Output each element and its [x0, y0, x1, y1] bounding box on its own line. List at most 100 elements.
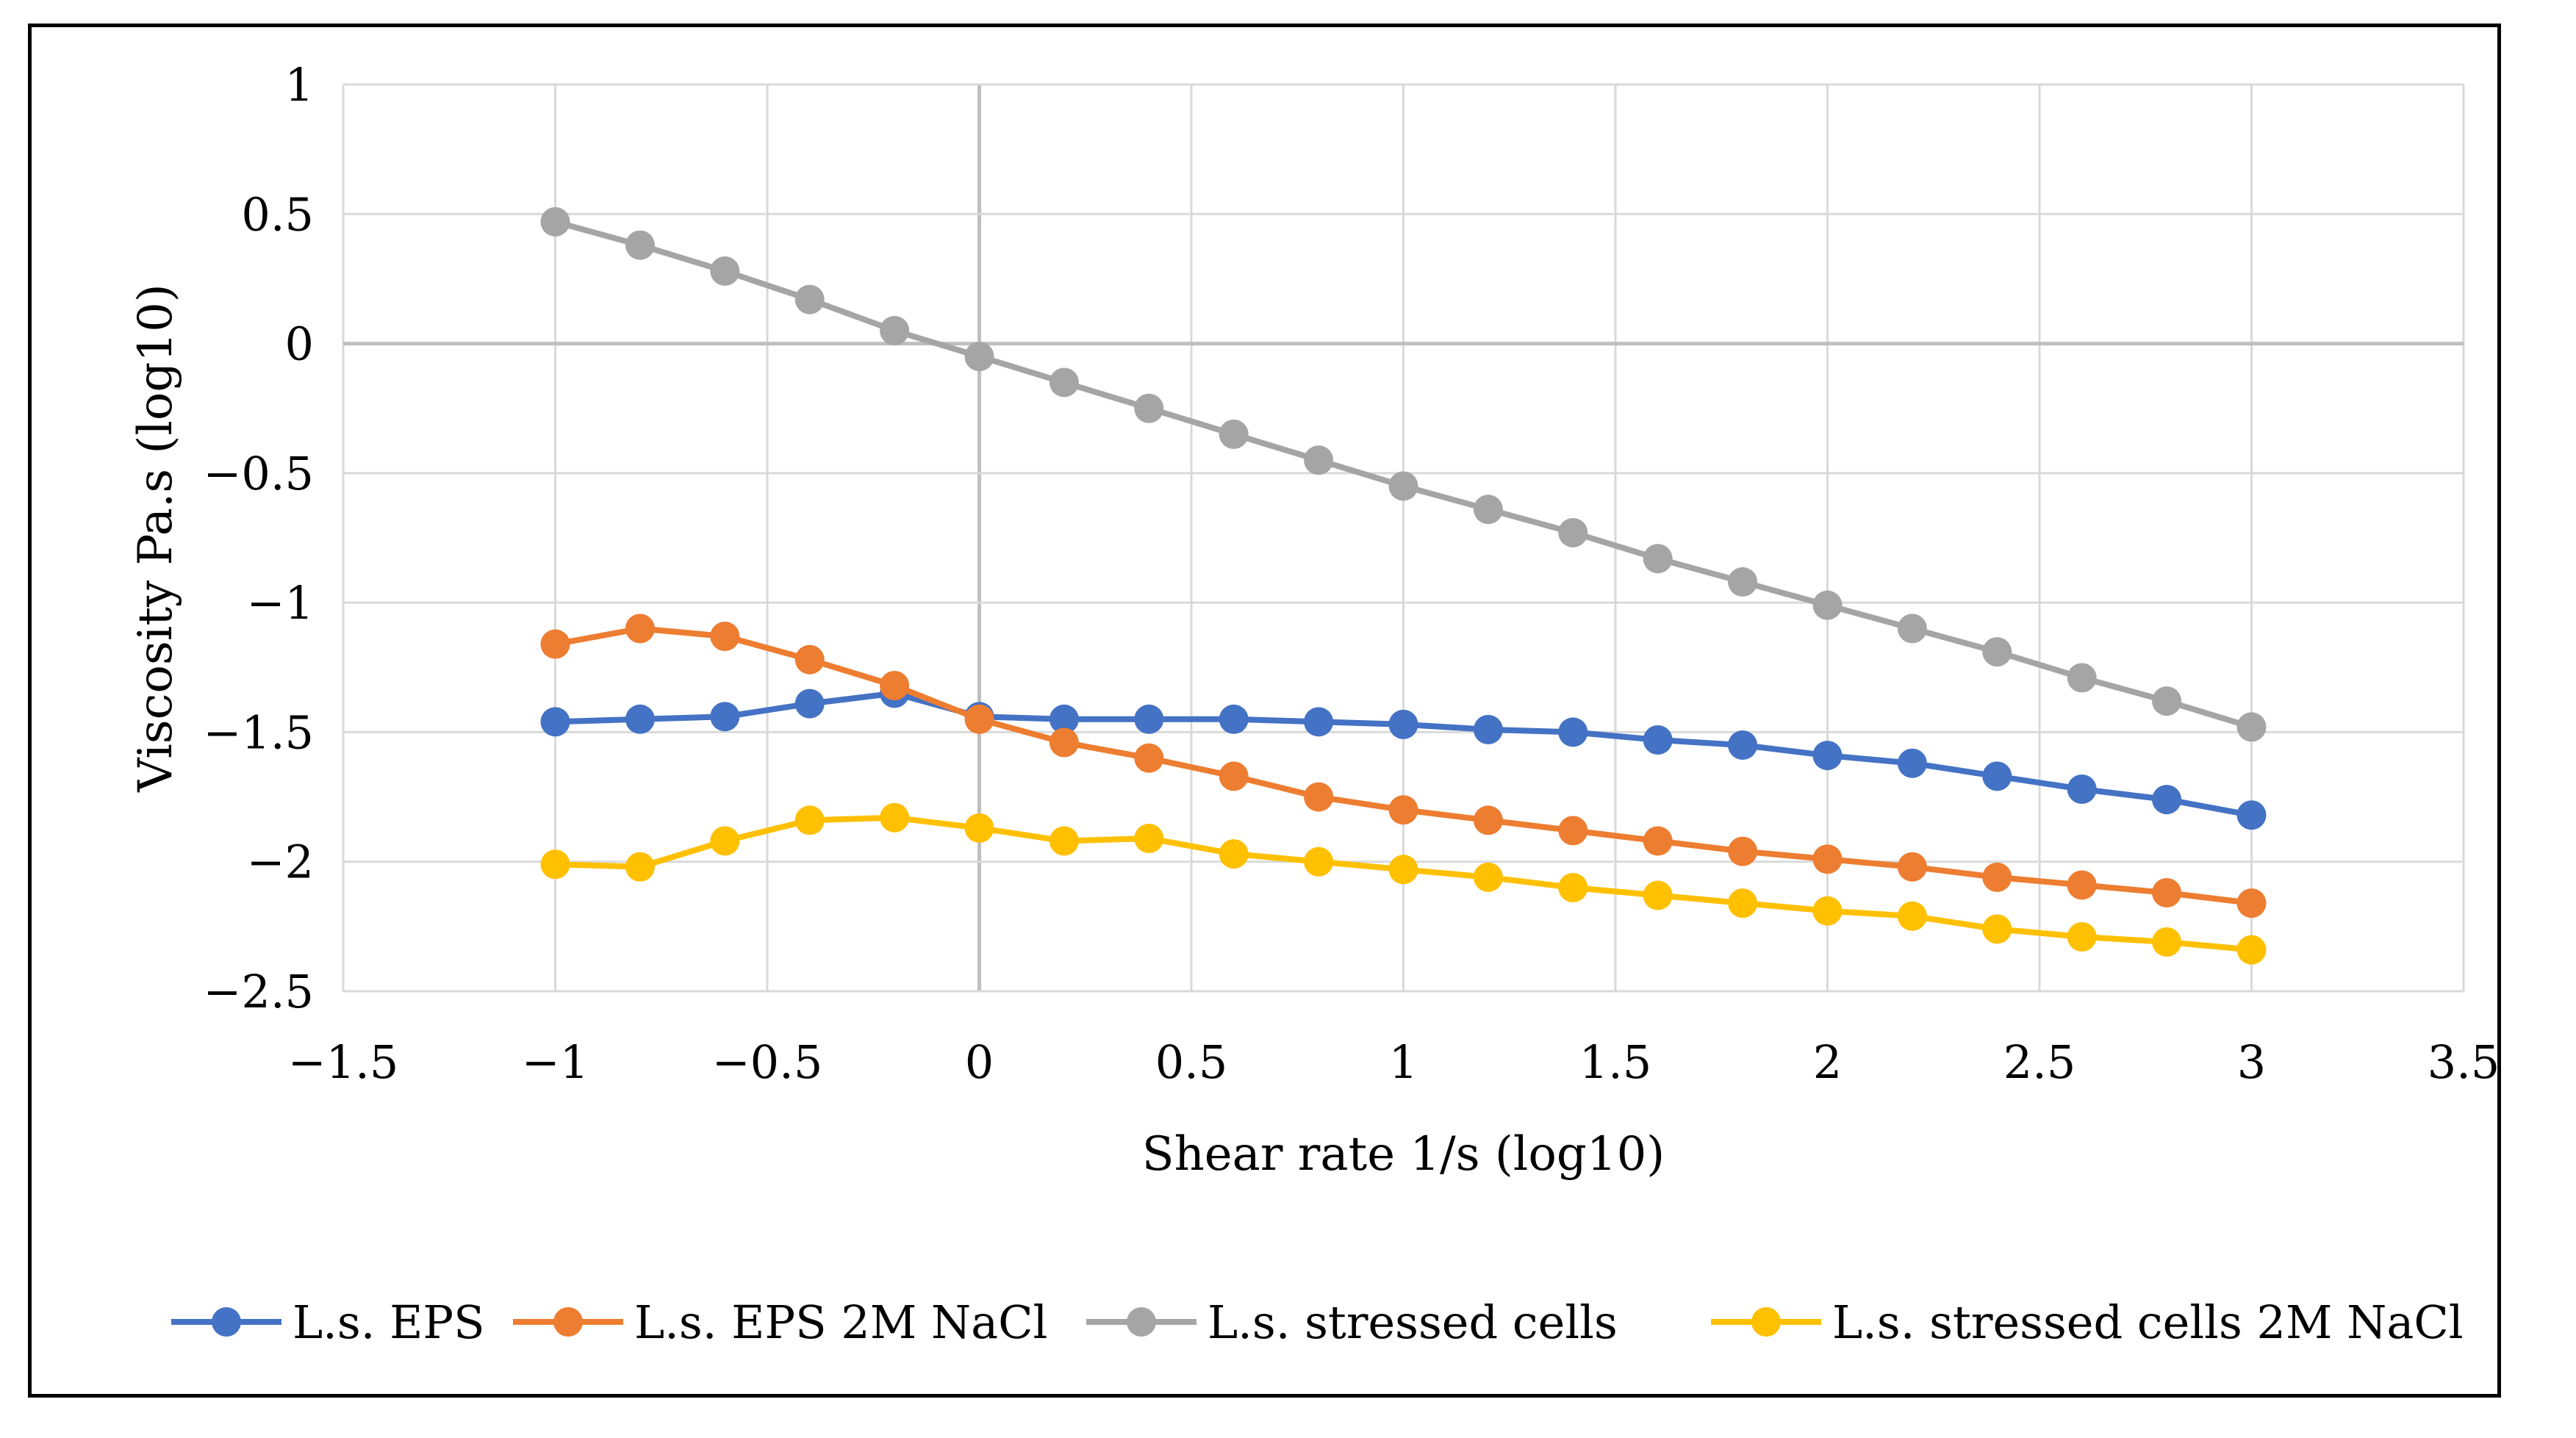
chart-frame: −1.5 −1 −0.5 0 0.5 1 1.5 2 2.5 3 3.5 1 0.5 0 −0.5 −1 −1.…	[28, 24, 2501, 1398]
data-point	[540, 629, 570, 659]
x-tick-label: 1	[1389, 1035, 1418, 1089]
data-point	[1134, 704, 1164, 734]
data-point	[2236, 935, 2267, 965]
data-point	[1728, 567, 1758, 597]
chart-svg: −1.5 −1 −0.5 0 0.5 1 1.5 2 2.5 3 3.5 1 0.5 0 −0.5 −1 −1.…	[129, 58, 2497, 1349]
data-point	[1049, 704, 1079, 734]
data-point	[1219, 761, 1249, 791]
legend-item: L.s. stressed cells	[1086, 1295, 1618, 1349]
y-tick-label: 1	[285, 58, 314, 112]
legend-marker-swatch	[553, 1307, 583, 1337]
series-layer	[540, 206, 2267, 965]
data-point	[540, 849, 570, 880]
data-point	[964, 813, 994, 843]
y-tick-label: −1	[247, 576, 314, 630]
data-point	[1388, 471, 1418, 501]
data-point	[1982, 914, 2012, 944]
x-tick-label: −0.5	[712, 1035, 823, 1089]
data-point	[710, 621, 740, 651]
x-tick-label: 0.5	[1155, 1035, 1228, 1089]
data-point	[1897, 748, 1927, 778]
y-tick-label: −2	[247, 835, 314, 889]
data-point	[1643, 725, 1673, 755]
data-point	[964, 704, 994, 734]
y-axis-title: Viscosity Pa.s (log10)	[129, 284, 183, 793]
data-point	[1812, 590, 1843, 620]
data-point	[794, 644, 825, 675]
data-point	[2067, 921, 2097, 952]
legend-item: L.s. EPS 2M NaCl	[513, 1295, 1047, 1349]
data-point	[2152, 686, 2182, 716]
data-point	[1304, 846, 1334, 877]
data-point	[1728, 730, 1758, 761]
data-point	[1473, 714, 1503, 744]
data-point	[1643, 826, 1673, 856]
data-point	[2067, 663, 2097, 693]
data-point	[2067, 870, 2097, 900]
data-point	[1388, 855, 1418, 885]
data-point	[1049, 826, 1079, 856]
x-tick-label: −1.5	[288, 1035, 399, 1089]
data-point	[1304, 782, 1334, 812]
data-point	[1558, 872, 1588, 902]
legend-label: L.s. stressed cells 2M NaCl	[1832, 1295, 2464, 1349]
data-point	[1897, 901, 1927, 931]
data-point	[1982, 862, 2012, 892]
data-point	[625, 852, 655, 882]
legend-item: L.s. EPS	[171, 1295, 485, 1349]
data-point	[1473, 805, 1503, 835]
data-point	[1219, 704, 1249, 734]
legend-marker-swatch	[212, 1307, 241, 1337]
data-point	[2152, 878, 2182, 908]
series-4	[540, 802, 2267, 965]
data-point	[625, 704, 655, 734]
x-tick-label: 0	[965, 1035, 994, 1089]
legend: L.s. EPS L.s. EPS 2M NaCl L.s. stressed ce…	[171, 1295, 2464, 1349]
x-tick-label: 1.5	[1579, 1035, 1652, 1089]
x-tick-label: 2	[1813, 1035, 1842, 1089]
legend-label: L.s. EPS	[293, 1295, 485, 1349]
data-point	[1134, 393, 1164, 423]
tick-layer: −1.5 −1 −0.5 0 0.5 1 1.5 2 2.5 3 3.5 1 0.5 0 −0.5 −1 −1.…	[203, 58, 2497, 1089]
data-point	[964, 342, 994, 372]
data-point	[625, 230, 655, 260]
data-point	[1134, 823, 1164, 853]
y-tick-label: −1.5	[203, 705, 314, 759]
data-point	[2152, 927, 2182, 957]
data-point	[1558, 517, 1588, 547]
data-point	[1473, 495, 1503, 525]
data-point	[794, 805, 825, 835]
legend-label: L.s. stressed cells	[1208, 1295, 1618, 1349]
data-point	[625, 614, 655, 644]
legend-marker-swatch	[1751, 1307, 1781, 1337]
data-point	[1812, 844, 1843, 874]
x-tick-label: 3	[2237, 1035, 2266, 1089]
data-point	[710, 702, 740, 732]
data-point	[1134, 743, 1164, 773]
data-point	[1219, 419, 1249, 449]
data-point	[1897, 614, 1927, 644]
data-point	[710, 256, 740, 286]
y-tick-label: −0.5	[203, 447, 314, 500]
data-point	[1388, 709, 1418, 739]
data-point	[1643, 880, 1673, 910]
data-point	[880, 802, 910, 833]
series-3	[540, 206, 2267, 742]
data-point	[1728, 836, 1758, 866]
data-point	[1049, 367, 1079, 398]
data-point	[880, 315, 910, 345]
x-tick-label: 2.5	[2003, 1035, 2076, 1089]
data-point	[1049, 727, 1079, 758]
data-point	[1304, 707, 1334, 737]
legend-item: L.s. stressed cells 2M NaCl	[1711, 1295, 2464, 1349]
x-axis-title: Shear rate 1/s (log10)	[1142, 1127, 1665, 1182]
y-tick-label: 0	[285, 317, 314, 371]
legend-marker-swatch	[1127, 1307, 1156, 1337]
y-tick-label: −2.5	[203, 965, 314, 1018]
data-point	[1728, 888, 1758, 918]
data-point	[1812, 741, 1843, 771]
data-point	[1897, 852, 1927, 882]
data-point	[1388, 795, 1418, 825]
x-tick-label: −1	[522, 1035, 589, 1089]
data-point	[2236, 888, 2267, 918]
